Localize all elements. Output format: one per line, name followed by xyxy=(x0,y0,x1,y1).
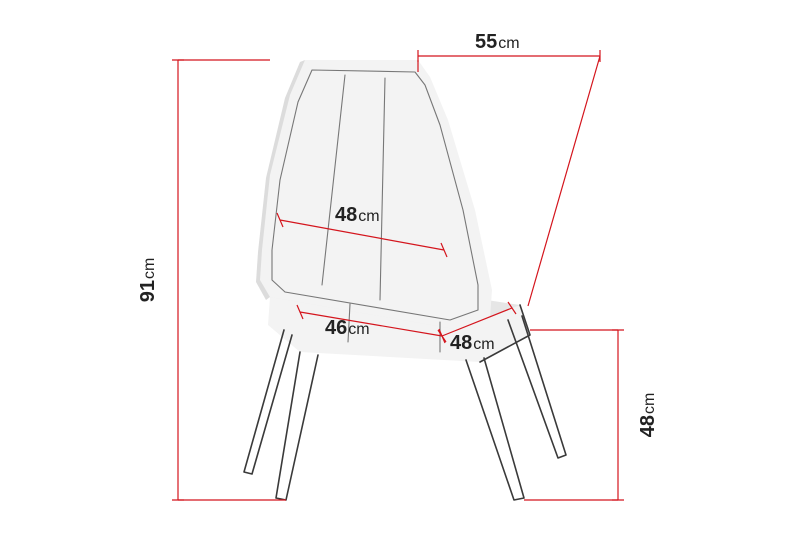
label-seat-depth-inner: 48cm xyxy=(450,333,495,353)
value-total-height: 91 xyxy=(137,280,159,302)
label-seat-height: 48cm xyxy=(638,393,658,438)
label-depth-top: 55cm xyxy=(475,32,520,52)
dim-line-total-height xyxy=(172,60,184,500)
dim-line-seat-height xyxy=(612,330,624,500)
unit-seat-depth-inner: cm xyxy=(473,336,494,353)
value-depth-top: 55 xyxy=(475,31,497,53)
value-back-inner-width: 48 xyxy=(335,204,357,226)
diagram-svg xyxy=(0,0,800,533)
chair-dimension-diagram: { "canvas": { "width": 800, "height": 53… xyxy=(0,0,800,533)
leg-front-left xyxy=(276,352,318,500)
unit-depth-top: cm xyxy=(498,35,519,52)
unit-seat-width-inner: cm xyxy=(348,321,369,338)
value-seat-depth-inner: 48 xyxy=(450,332,472,354)
label-seat-width-inner: 46cm xyxy=(325,318,370,338)
label-total-height: 91cm xyxy=(138,258,158,303)
value-seat-height: 48 xyxy=(637,415,659,437)
unit-total-height: cm xyxy=(141,258,158,279)
chair-drawing xyxy=(244,60,566,500)
value-seat-width-inner: 46 xyxy=(325,317,347,339)
unit-back-inner-width: cm xyxy=(358,208,379,225)
leg-front-right xyxy=(466,358,524,500)
unit-seat-height: cm xyxy=(641,393,658,414)
leg-back-left xyxy=(244,330,292,474)
label-back-inner-width: 48cm xyxy=(335,205,380,225)
backrest-outer xyxy=(260,60,492,330)
